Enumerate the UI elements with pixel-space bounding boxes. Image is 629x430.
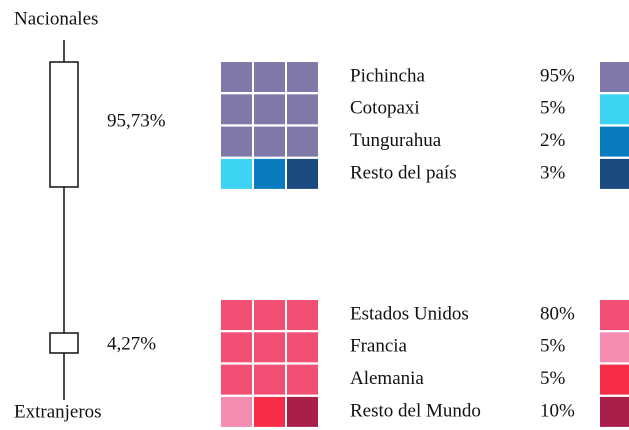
box-nacionales bbox=[49, 61, 79, 188]
legend-swatch bbox=[600, 300, 629, 330]
item-pct: 5% bbox=[540, 98, 566, 119]
grid-cell bbox=[287, 62, 318, 92]
grid-cell bbox=[221, 396, 252, 427]
item-pct: 3% bbox=[540, 162, 566, 183]
grid-cell bbox=[221, 126, 252, 157]
legend-swatch bbox=[600, 396, 629, 427]
item-name: Resto del Mundo bbox=[350, 400, 481, 421]
grid-cell bbox=[254, 396, 285, 427]
item-name: Pichincha bbox=[350, 65, 425, 86]
item-pct: 80% bbox=[540, 303, 575, 324]
grid-cell bbox=[221, 364, 252, 395]
item-pct: 5% bbox=[540, 368, 566, 389]
grid-cell bbox=[287, 364, 318, 395]
group-total: 95,73% bbox=[107, 110, 166, 131]
item-name: Resto del país bbox=[350, 162, 457, 183]
item-pct: 10% bbox=[540, 400, 575, 421]
grid-cell bbox=[287, 158, 318, 189]
legend-swatch bbox=[600, 364, 629, 395]
legend-swatch bbox=[600, 332, 629, 363]
grid-cell bbox=[254, 332, 285, 363]
grid-cell bbox=[287, 396, 318, 427]
legend-swatch bbox=[600, 94, 629, 125]
group-label: Nacionales bbox=[14, 8, 98, 29]
legend-swatch bbox=[600, 158, 629, 189]
item-name: Alemania bbox=[350, 368, 424, 389]
grid-cell bbox=[254, 300, 285, 330]
grid-cell bbox=[221, 300, 252, 330]
grid-cell bbox=[254, 62, 285, 92]
item-pct: 95% bbox=[540, 65, 575, 86]
grid-cell bbox=[221, 158, 252, 189]
item-pct: 2% bbox=[540, 130, 566, 151]
grid-cell bbox=[254, 364, 285, 395]
item-name: Cotopaxi bbox=[350, 98, 420, 119]
grid-cell bbox=[221, 94, 252, 125]
grid-cell bbox=[287, 126, 318, 157]
item-pct: 5% bbox=[540, 336, 566, 357]
item-name: Francia bbox=[350, 336, 408, 357]
grid-cell bbox=[287, 94, 318, 125]
grid-cell bbox=[287, 300, 318, 330]
grid-cell bbox=[254, 158, 285, 189]
grid-cell bbox=[287, 332, 318, 363]
item-name: Tungurahua bbox=[350, 130, 442, 151]
grid-cell bbox=[254, 126, 285, 157]
item-name: Estados Unidos bbox=[350, 303, 469, 324]
group-label: Extranjeros bbox=[14, 401, 102, 422]
grid-cell bbox=[254, 94, 285, 125]
box-extranjeros bbox=[49, 332, 79, 354]
legend-swatch bbox=[600, 126, 629, 157]
group-total: 4,27% bbox=[107, 333, 156, 354]
grid-cell bbox=[221, 62, 252, 92]
grid-cell bbox=[221, 332, 252, 363]
legend-swatch bbox=[600, 62, 629, 92]
